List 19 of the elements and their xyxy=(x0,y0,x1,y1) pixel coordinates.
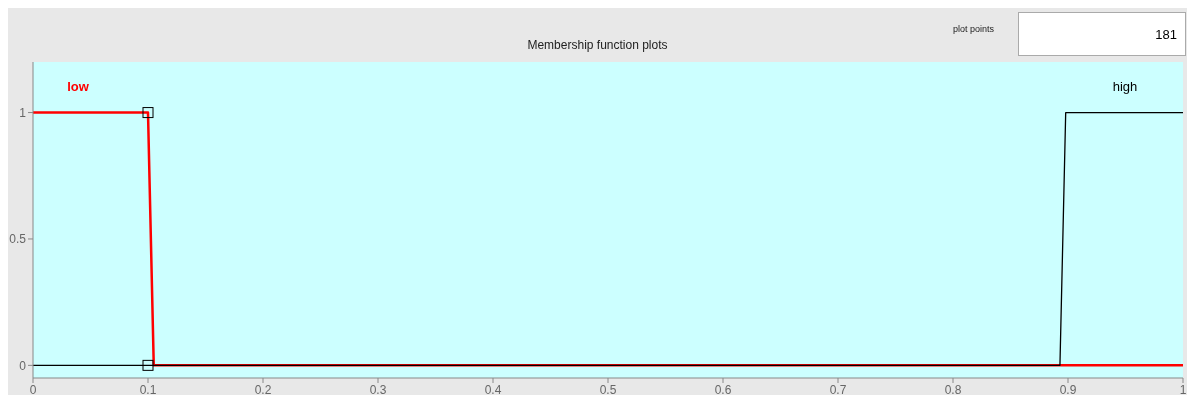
x-tick-label: 1 xyxy=(1179,382,1187,397)
x-tick-label: 0.8 xyxy=(944,382,962,397)
x-tick-label: 0 xyxy=(29,382,37,397)
series-label: high xyxy=(1112,78,1138,94)
y-tick-label: 0 xyxy=(19,358,27,373)
x-tick-label: 0.6 xyxy=(714,382,732,397)
y-tick-label: 1 xyxy=(19,105,27,120)
chart-title: Membership function plots xyxy=(527,38,668,52)
x-tick-label: 0.4 xyxy=(484,382,502,397)
x-tick-label: 0.3 xyxy=(369,382,387,397)
x-tick-label: 0.9 xyxy=(1059,382,1077,397)
text-field: 181 xyxy=(1018,12,1186,56)
x-tick-label: 0.1 xyxy=(139,382,157,397)
x-tick-label: 0.5 xyxy=(599,382,617,397)
y-tick-label: 0.5 xyxy=(9,232,27,247)
text: plot points xyxy=(953,24,995,34)
x-tick-label: 0.7 xyxy=(829,382,847,397)
series-label: low xyxy=(67,78,90,94)
x-tick-label: 0.2 xyxy=(254,382,272,397)
